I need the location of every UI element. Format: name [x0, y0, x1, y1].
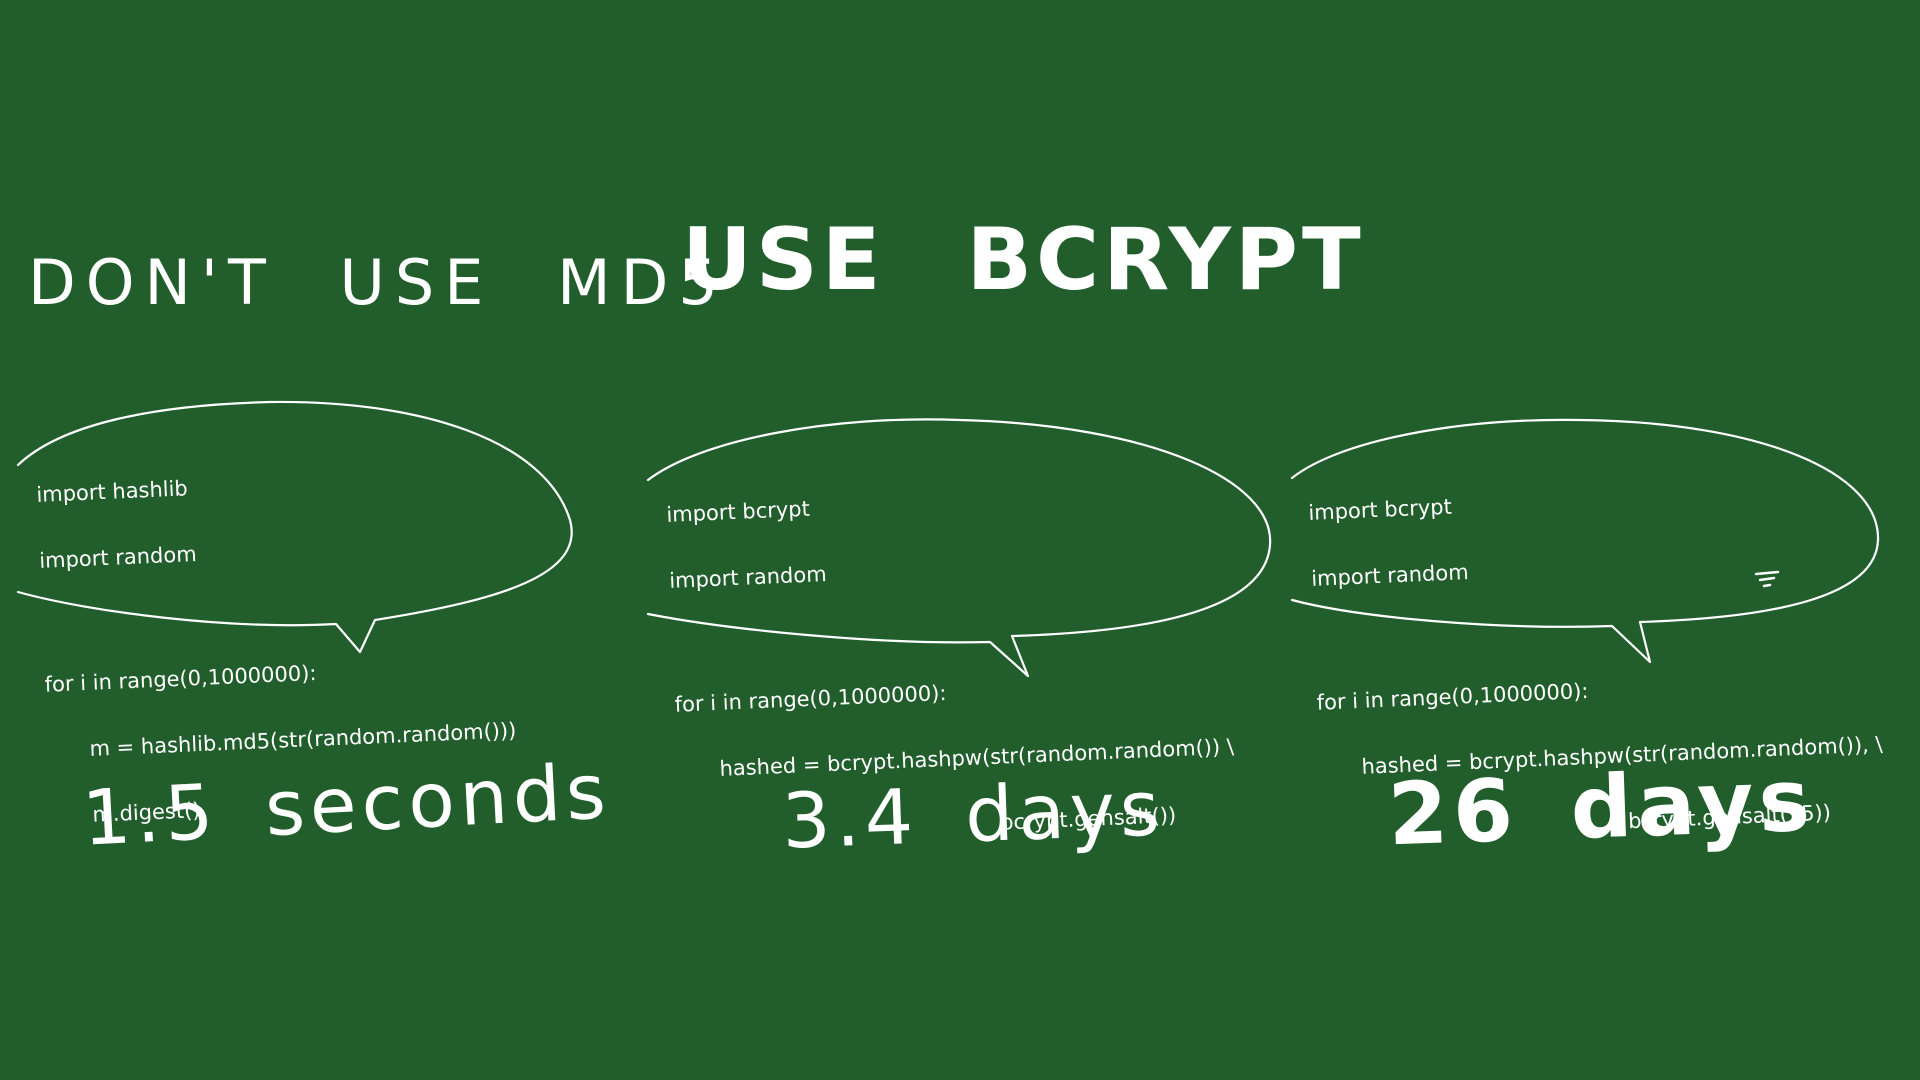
result-bcrypt-15-time: 26 days	[1386, 750, 1817, 866]
code-line: import random	[668, 562, 828, 593]
heading-use-bcrypt: USE BCRYPT	[682, 210, 1365, 310]
code-line: import hashlib	[35, 476, 189, 507]
code-line: for i in range(0,1000000):	[674, 680, 947, 717]
code-line: import bcrypt	[1307, 494, 1453, 525]
code-line: import random	[1310, 560, 1470, 591]
result-bcrypt-default-time: 3.4 days	[780, 763, 1166, 866]
code-line: import random	[38, 542, 198, 573]
code-line: for i in range(0,1000000):	[44, 660, 317, 697]
code-line: import bcrypt	[665, 496, 811, 527]
code-line: for i in range(0,1000000):	[1316, 678, 1589, 715]
heading-dont-use-md5: DON'T USE MD5	[28, 246, 728, 319]
